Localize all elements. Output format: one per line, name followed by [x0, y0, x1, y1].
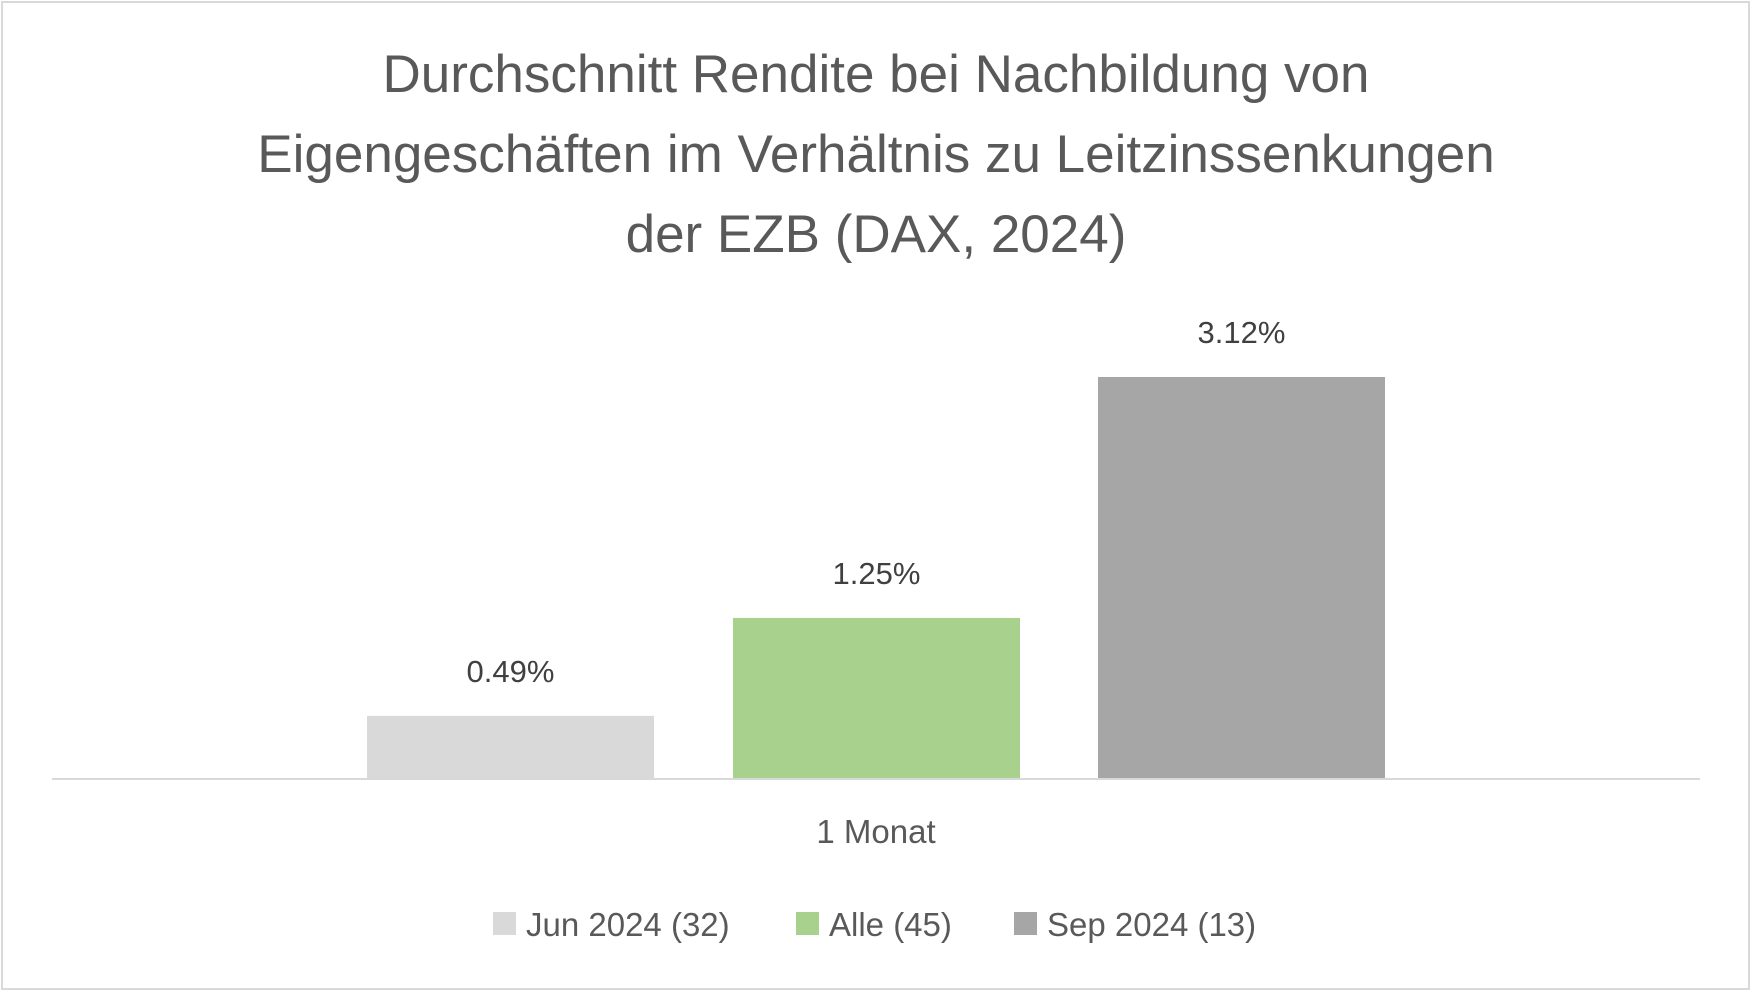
bar-2: [733, 617, 1020, 779]
legend-label-3: Sep 2024 (13): [1047, 906, 1256, 943]
data-label-3: 3.12%: [1198, 315, 1286, 350]
legend-label-1: Jun 2024 (32): [526, 906, 730, 943]
data-label-1: 0.49%: [467, 654, 555, 689]
plot-area: 0.49% 1.25% 3.12% 1 Monat: [52, 315, 1700, 850]
data-label-2: 1.25%: [833, 556, 921, 591]
bar-3: [1098, 377, 1385, 779]
bar-1: [367, 715, 654, 779]
legend-swatch-1: [493, 912, 516, 935]
legend-label-2: Alle (45): [829, 906, 952, 943]
chart-title-line-1: Durchschnitt Rendite bei Nachbildung von: [383, 45, 1370, 104]
legend-swatch-3: [1014, 912, 1037, 935]
chart-title: Durchschnitt Rendite bei Nachbildung von…: [257, 45, 1494, 264]
legend-swatch-2: [796, 912, 819, 935]
legend: Jun 2024 (32) Alle (45) Sep 2024 (13): [493, 906, 1256, 943]
x-tick-label: 1 Monat: [816, 813, 935, 850]
chart-title-line-3: der EZB (DAX, 2024): [626, 205, 1127, 264]
chart-title-line-2: Eigengeschäften im Verhältnis zu Leitzin…: [257, 125, 1494, 184]
